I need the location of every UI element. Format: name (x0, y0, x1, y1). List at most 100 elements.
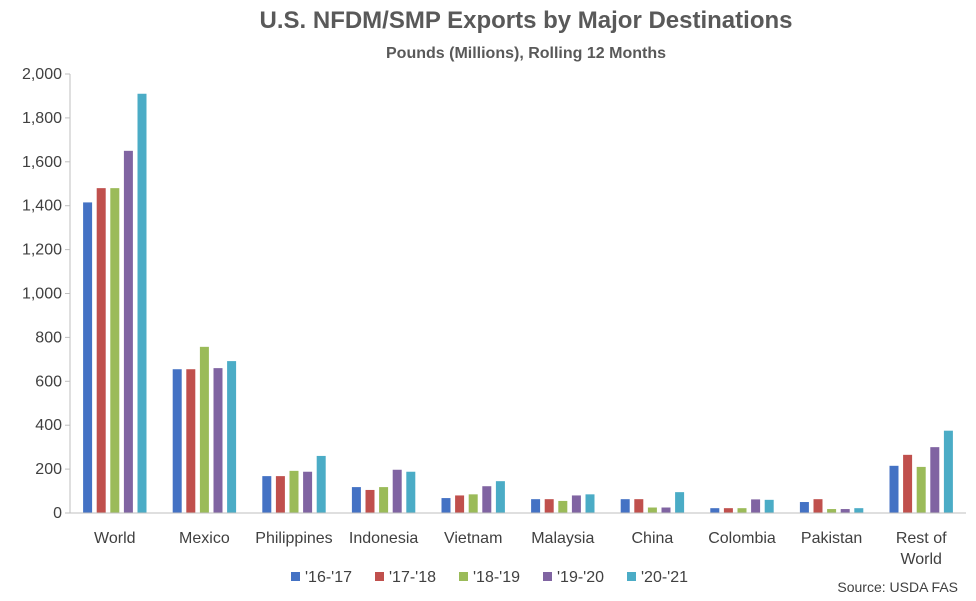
y-tick-label: 1,400 (22, 198, 62, 215)
y-tick-label: 600 (35, 373, 62, 390)
chart-subtitle: Pounds (Millions), Rolling 12 Months (386, 45, 666, 62)
legend-swatch (291, 572, 300, 581)
y-tick-label: 800 (35, 329, 62, 346)
legend-item: '18-'19 (459, 569, 520, 586)
legend-label: '17-'18 (389, 569, 436, 586)
legend-label: '19-'20 (557, 569, 604, 586)
x-axis: World Mexico Philippines Indonesia Vietnam Ma… (70, 512, 966, 568)
bar (558, 500, 568, 513)
bar (227, 361, 237, 513)
bar-group (799, 499, 864, 513)
x-tick-label: Indonesia (349, 530, 418, 547)
bar-group (351, 469, 416, 513)
bar (303, 471, 313, 513)
y-axis: 0 200 400 600 800 1,000 1,200 1,400 1,600 1,800 2,… (22, 66, 71, 522)
bar (764, 499, 774, 513)
x-tick-label: Vietnam (444, 530, 502, 547)
bar (96, 188, 106, 513)
bar (943, 430, 953, 513)
y-tick-label: 1,600 (22, 154, 62, 171)
bar (647, 507, 657, 513)
bar (406, 471, 416, 513)
legend-swatch (543, 572, 552, 581)
bar (916, 466, 926, 513)
x-tick-label: Rest of (896, 530, 947, 547)
x-tick-label: World (94, 530, 136, 547)
bar (365, 489, 375, 513)
bar-group (262, 455, 326, 513)
bar (289, 470, 299, 513)
bar (275, 476, 285, 513)
bar (585, 494, 595, 513)
legend-swatch (627, 572, 636, 581)
legend-item: '20-'21 (627, 569, 688, 586)
bar (571, 495, 581, 513)
bar (351, 487, 361, 513)
x-tick-label: China (631, 530, 673, 547)
bar (723, 508, 733, 513)
bar (495, 481, 505, 513)
bar (889, 465, 899, 513)
chart-title: U.S. NFDM/SMP Exports by Major Destinati… (260, 7, 793, 34)
bar (392, 469, 402, 513)
bar (710, 508, 720, 513)
y-tick-label: 1,800 (22, 110, 62, 127)
bar (813, 499, 823, 513)
y-tick-label: 400 (35, 417, 62, 434)
bar (213, 368, 223, 513)
bar (441, 498, 451, 513)
bar (854, 508, 864, 513)
x-tick-label: Mexico (179, 530, 230, 547)
legend: '16-'17 '17-'18 '18-'19 '19-'20 '20-'21 (291, 569, 688, 586)
legend-item: '19-'20 (543, 569, 604, 586)
bar (827, 509, 837, 513)
legend-swatch (459, 572, 468, 581)
bar (199, 346, 209, 513)
x-tick-label: World (900, 551, 942, 568)
bar (455, 495, 465, 513)
bar (262, 476, 272, 513)
bar (110, 188, 120, 513)
bar (903, 454, 913, 513)
x-tick-label: Colombia (708, 530, 776, 547)
bar (634, 499, 644, 513)
x-tick-label: Philippines (255, 530, 332, 547)
bar-group (441, 481, 505, 513)
x-tick-label: Malaysia (531, 530, 594, 547)
legend-swatch (375, 572, 384, 581)
y-tick-label: 2,000 (22, 66, 62, 83)
bar (137, 93, 147, 513)
legend-label: '18-'19 (473, 569, 520, 586)
bar (675, 492, 685, 513)
bar (482, 486, 492, 513)
x-tick-label: Pakistan (801, 530, 862, 547)
bar-group (172, 346, 237, 513)
legend-item: '17-'18 (375, 569, 436, 586)
bar (799, 502, 809, 513)
bar (186, 369, 196, 513)
y-tick-label: 1,200 (22, 242, 62, 259)
bar (316, 455, 326, 513)
bars (83, 93, 953, 513)
bar (544, 499, 554, 513)
bar (468, 494, 478, 513)
legend-label: '20-'21 (641, 569, 688, 586)
bar-group (620, 492, 685, 513)
legend-item: '16-'17 (291, 569, 352, 586)
bar (172, 369, 182, 513)
bar (751, 499, 761, 513)
bar (840, 509, 850, 513)
bar-group (710, 499, 774, 513)
bar-group (889, 430, 953, 513)
bar (379, 487, 389, 513)
y-tick-label: 200 (35, 461, 62, 478)
bar (661, 507, 671, 513)
bar (123, 150, 133, 513)
bar (620, 499, 630, 513)
bar-group (531, 494, 595, 513)
bar-group (83, 93, 147, 513)
bar (531, 499, 541, 513)
y-tick-label: 0 (53, 505, 62, 522)
